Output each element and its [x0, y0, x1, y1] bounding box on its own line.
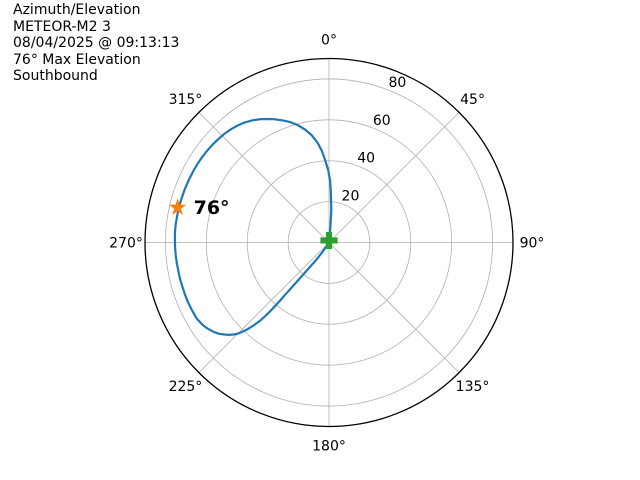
elevation-tick-label: 20	[342, 188, 360, 204]
elevation-tick-label: 40	[357, 151, 375, 167]
azimuth-spoke	[328, 112, 460, 243]
satellite-track	[173, 117, 333, 336]
azimuth-tick-label: 270°	[109, 236, 143, 252]
elevation-tick-label: 60	[373, 113, 391, 129]
azimuth-tick-label: 0°	[321, 33, 337, 49]
azimuth-spoke	[198, 112, 330, 243]
azimuth-spoke	[328, 242, 460, 373]
max-elevation-label: 76°	[194, 197, 230, 219]
pass-info-block: Azimuth/Elevation METEOR-M2 3 08/04/2025…	[13, 2, 179, 85]
azimuth-spoke	[198, 242, 330, 373]
pass-direction: Southbound	[13, 68, 98, 85]
azimuth-tick-label: 135°	[456, 379, 490, 395]
max-elevation-text: 76° Max Elevation	[13, 51, 141, 68]
polar-outline	[144, 57, 514, 428]
azimuth-tick-label: 90°	[520, 236, 545, 252]
azimuth-tick-label: 225°	[169, 379, 203, 395]
satellite-name: METEOR-M2 3	[13, 18, 111, 35]
azimuth-tick-label: 45°	[460, 92, 485, 108]
azimuth-tick-label: 315°	[169, 92, 203, 108]
page-title: Azimuth/Elevation	[13, 2, 141, 18]
elevation-tick-label: 80	[389, 75, 407, 91]
pass-time: 08/04/2025 @ 09:13:13	[13, 35, 180, 52]
azimuth-tick-label: 180°	[312, 439, 346, 455]
max-elevation-star-icon	[168, 198, 187, 216]
satellite-position-icon	[320, 231, 338, 250]
